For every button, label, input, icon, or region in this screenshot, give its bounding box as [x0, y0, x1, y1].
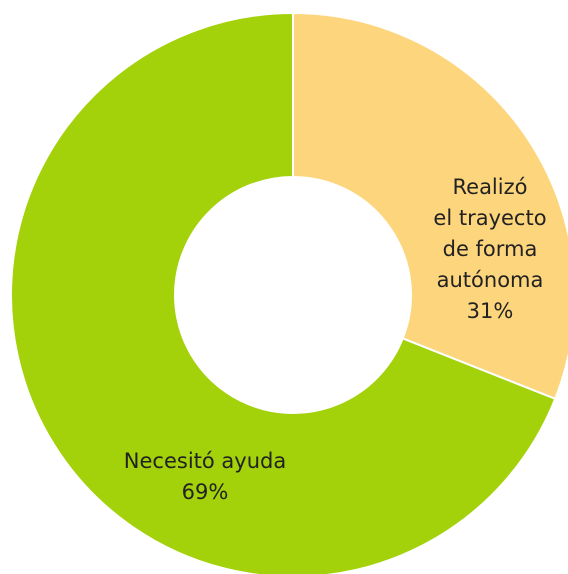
- category-label: Necesitó ayuda: [123, 449, 287, 473]
- value-label: 69%: [181, 480, 229, 504]
- donut-slice: [292, 11, 568, 401]
- donut-slice: [10, 11, 557, 574]
- slice-label: Necesitó ayuda 69%: [105, 446, 305, 508]
- category-label: Realizó el trayecto de forma autónoma: [433, 175, 547, 292]
- value-label: 31%: [466, 299, 514, 323]
- slice-label: Realizó el trayecto de forma autónoma 31%: [390, 172, 568, 327]
